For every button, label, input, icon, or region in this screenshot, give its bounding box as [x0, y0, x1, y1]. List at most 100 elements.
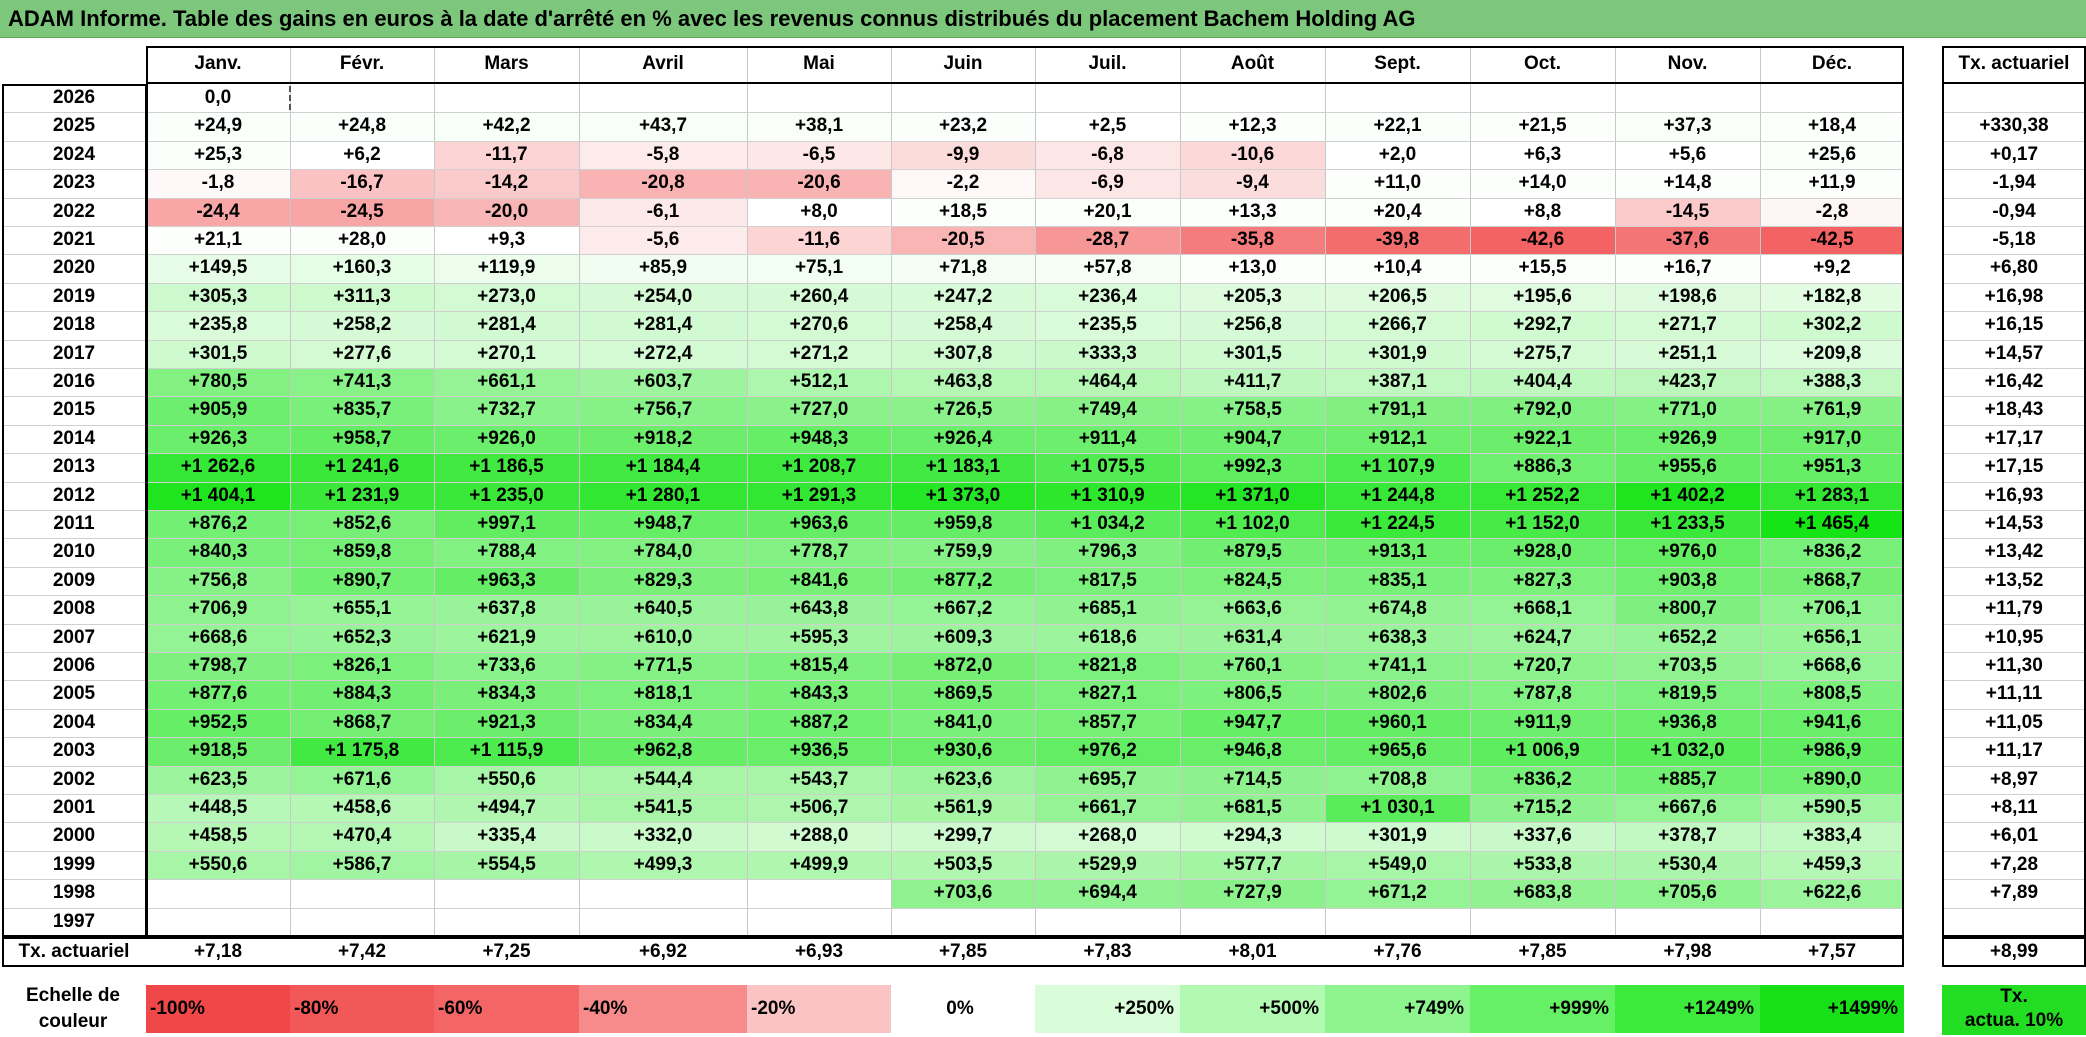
grid-line: [2, 879, 146, 881]
table-cell: +603,7: [579, 368, 747, 397]
year-label: 1999: [52, 853, 96, 875]
table-cell: +818,1: [579, 680, 747, 709]
table-cell: +694,4: [1035, 879, 1180, 908]
year-label: 2011: [53, 513, 95, 534]
table-cell: +705,6: [1615, 879, 1760, 908]
table-cell: +787,8: [1470, 680, 1615, 709]
legend-tx-swatch: Tx. actua. 10%: [1942, 985, 2086, 1035]
footer-cell: +7,76: [1373, 941, 1422, 962]
table-cell: +530,4: [1615, 850, 1760, 880]
table-cell: +668,1: [1470, 595, 1615, 624]
table-cell: +840,3: [146, 538, 290, 567]
grid-line: [1942, 396, 2086, 398]
legend-swatch: -80%: [290, 985, 434, 1033]
grid-line: [2, 538, 146, 540]
border-line: [1942, 937, 2086, 939]
table-cell: +251,1: [1615, 339, 1760, 368]
table-cell: +57,8: [1035, 254, 1180, 283]
table-cell: [891, 84, 1035, 113]
footer-cell: +7,42: [337, 941, 387, 962]
year-label: 2008: [52, 598, 96, 620]
legend-tx-line2: actua. 10%: [1964, 1010, 2064, 1031]
grid-line: [1942, 566, 2086, 568]
table-cell: +703,6: [891, 879, 1035, 908]
table-cell: +275,7: [1470, 339, 1615, 368]
table-cell: +681,5: [1180, 794, 1325, 823]
table-cell: +12,3: [1180, 112, 1325, 141]
legend-label-line1: Echelle de: [26, 985, 120, 1006]
table-cell: +741,1: [1325, 652, 1470, 681]
table-cell: +299,7: [891, 822, 1035, 851]
table-cell: +550,6: [146, 850, 290, 880]
grid-line: [146, 424, 1904, 426]
table-cell: [747, 907, 891, 936]
table-cell: +9,3: [434, 226, 579, 255]
legend-tx-line1: Tx.: [2000, 986, 2028, 1007]
table-cell: +13,3: [1180, 197, 1325, 226]
table-cell: -14,5: [1615, 197, 1760, 226]
grid-line: [1942, 254, 2086, 256]
legend-swatch: 0%: [891, 985, 1035, 1033]
grid-line: [146, 368, 1904, 369]
grid-line: [1942, 339, 2086, 341]
table-cell: +1 241,6: [290, 453, 434, 482]
table-cell: +622,6: [1760, 879, 1904, 908]
grid-line: [1942, 907, 2086, 909]
table-cell: +494,7: [434, 794, 579, 823]
table-cell: +254,0: [579, 282, 747, 312]
table-cell: +503,5: [891, 850, 1035, 880]
table-cell: +918,2: [579, 424, 747, 454]
table-cell: +941,6: [1760, 708, 1904, 738]
table-cell: +1 006,9: [1470, 737, 1615, 766]
table-cell: +281,4: [434, 311, 579, 340]
table-cell: -6,9: [1035, 169, 1180, 198]
table-cell: +948,3: [747, 424, 891, 454]
table-cell: +404,4: [1470, 368, 1615, 397]
table-cell: +198,6: [1615, 282, 1760, 312]
table-cell: +623,6: [891, 765, 1035, 794]
table-cell: -9,4: [1180, 169, 1325, 198]
table-cell: +411,7: [1180, 368, 1325, 397]
grid-line: [1614, 46, 1616, 936]
table-cell: +332,0: [579, 822, 747, 851]
grid-line: [146, 566, 1904, 568]
table-cell: +638,3: [1325, 623, 1470, 652]
table-cell: +544,4: [579, 765, 747, 794]
table-cell: +205,3: [1180, 282, 1325, 312]
table-cell: +541,5: [579, 794, 747, 823]
table-cell: +1 371,0: [1180, 481, 1325, 510]
grid-line: [578, 46, 580, 936]
grid-line: [1942, 197, 2086, 199]
table-cell: +792,0: [1470, 396, 1615, 425]
table-cell: +922,1: [1470, 424, 1615, 454]
table-cell: -42,6: [1470, 226, 1615, 255]
table-cell: [146, 879, 290, 908]
table-cell: +727,0: [747, 396, 891, 425]
table-cell: [434, 907, 579, 936]
table-cell: +784,0: [579, 538, 747, 567]
tx-actuariel-cell: +6,01: [1989, 825, 2039, 847]
table-cell: +288,0: [747, 822, 891, 851]
table-cell: +890,0: [1760, 765, 1904, 794]
month-header: Déc.: [1811, 53, 1853, 74]
border-line: [1942, 46, 1944, 937]
table-cell: +926,4: [891, 424, 1035, 454]
table-cell: +1 032,0: [1615, 737, 1760, 766]
table-cell: [290, 907, 434, 936]
table-cell: +1 252,2: [1470, 481, 1615, 510]
table-cell: -39,8: [1325, 226, 1470, 255]
table-cell: +25,3: [146, 140, 290, 170]
grid-line: [1942, 708, 2086, 710]
table-cell: +273,0: [434, 282, 579, 312]
table-cell: +841,6: [747, 566, 891, 596]
table-cell: +305,3: [146, 282, 290, 312]
grid-line: [146, 140, 1904, 142]
table-cell: +21,5: [1470, 112, 1615, 141]
month-header: Janv.: [194, 53, 242, 74]
report-title: ADAM Informe. Table des gains en euros à…: [8, 6, 1416, 31]
table-cell: +727,9: [1180, 879, 1325, 908]
tx-actuariel-cell: -0,94: [1992, 200, 2036, 222]
table-cell: [290, 879, 434, 908]
table-cell: +24,8: [290, 112, 434, 141]
grid-line: [1942, 424, 2086, 426]
